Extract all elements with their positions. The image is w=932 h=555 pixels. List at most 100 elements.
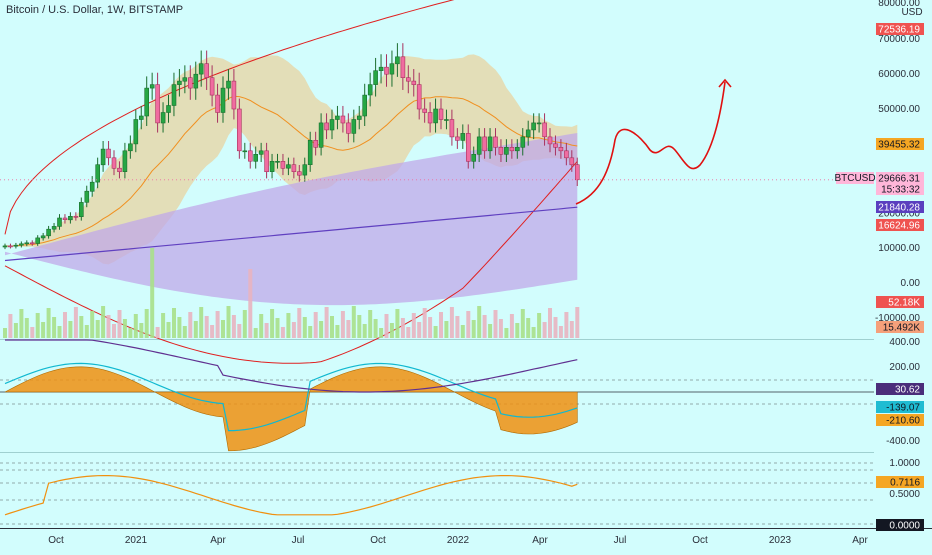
volume-bar	[373, 319, 378, 338]
candle	[373, 70, 378, 85]
price-tag	[876, 296, 924, 308]
candle	[476, 136, 482, 155]
volume-bar	[117, 310, 122, 338]
candle	[128, 143, 133, 152]
candle	[182, 77, 188, 82]
candle	[84, 190, 90, 203]
candle	[177, 80, 182, 85]
volume-bar	[101, 306, 106, 338]
volume-bar	[406, 327, 411, 338]
volume-bar	[395, 309, 400, 338]
candle	[471, 154, 477, 162]
candle	[302, 164, 308, 176]
volume-bar	[335, 325, 340, 338]
candle	[400, 56, 406, 78]
volume-bar	[182, 326, 187, 338]
volume-bar	[35, 313, 40, 338]
volume-bar	[177, 317, 182, 338]
volume-bar	[504, 328, 509, 338]
moving-average-line	[4, 95, 578, 247]
candle	[133, 119, 139, 145]
candle	[258, 150, 264, 155]
candle	[231, 80, 237, 110]
volume-bar	[210, 325, 215, 338]
volume-bar	[193, 321, 198, 338]
candle	[264, 150, 269, 173]
volume-bar	[8, 314, 13, 338]
volume-bar	[291, 322, 296, 338]
volume-bar	[324, 307, 329, 338]
candle	[389, 63, 395, 75]
candle	[204, 63, 209, 78]
volume-bar	[460, 325, 465, 338]
time-tick-label: Oct	[370, 535, 386, 546]
price-tag-label: 21840.28	[878, 203, 920, 214]
price-tag	[876, 172, 924, 184]
candle	[193, 73, 199, 89]
candle	[46, 228, 51, 237]
candle	[449, 119, 455, 138]
volume-bar	[537, 313, 542, 338]
candle	[79, 202, 84, 217]
volume-bar	[248, 269, 253, 338]
candle	[144, 87, 149, 117]
volume-bar	[226, 306, 231, 338]
cci-value-tag-label: -139.07	[886, 403, 920, 414]
volume-bar	[482, 315, 487, 338]
volume-bar	[357, 315, 362, 338]
candle	[111, 157, 117, 169]
volume-bar	[30, 327, 35, 338]
volume-bar	[264, 323, 269, 338]
candle	[280, 161, 286, 169]
price-axis-bg	[874, 0, 932, 528]
candle	[51, 226, 57, 230]
oscillator-pane[interactable]	[0, 462, 874, 525]
price-tick-label: -10000.00	[875, 313, 920, 324]
candle	[57, 217, 62, 227]
price-tag	[876, 23, 924, 35]
price-tag-label: 39455.32	[878, 140, 920, 151]
price-tag-label: 29666.31	[878, 174, 920, 185]
candle	[411, 80, 417, 85]
long-term-cloud-fill	[5, 133, 578, 306]
volume-bar	[280, 327, 285, 338]
candle	[329, 119, 335, 131]
candle	[188, 77, 193, 89]
candle	[100, 148, 106, 166]
price-tick-label: 20000.00	[878, 209, 920, 220]
candle	[553, 143, 558, 148]
price-axis[interactable]: 80000.0070000.0060000.0050000.0040000.00…	[834, 0, 932, 532]
volume-bar	[417, 322, 422, 338]
volume-bar	[340, 311, 345, 338]
volume-bar	[471, 320, 476, 338]
volume-bar	[520, 309, 525, 338]
candle	[547, 136, 553, 145]
candle	[340, 115, 346, 124]
time-axis[interactable]: Oct 2021 Apr Jul Oct 2022 Apr Jul Oct 2023 Apr	[48, 535, 868, 546]
candle	[574, 164, 580, 181]
price-pane[interactable]	[0, 0, 932, 529]
volume-bar	[221, 320, 225, 338]
oscillator-value-tag	[876, 519, 924, 531]
candle	[351, 119, 357, 134]
candle	[296, 171, 302, 176]
volume-bar	[477, 306, 482, 338]
volume-bar	[498, 319, 503, 338]
volume-bar	[19, 309, 24, 338]
price-tag	[876, 219, 924, 231]
volume-bar	[112, 324, 116, 338]
price-unit-label: USD	[901, 7, 922, 18]
time-tick-label: Apr	[210, 535, 226, 546]
volume-bar	[444, 321, 449, 338]
candle	[106, 148, 111, 159]
volume-bar	[433, 326, 438, 338]
cci-value-tag	[876, 383, 924, 395]
volume-bar	[379, 328, 384, 338]
cci-pane[interactable]	[0, 339, 874, 452]
volume-bar	[199, 307, 204, 338]
candle	[149, 84, 155, 89]
volume-bar	[466, 311, 471, 338]
candle	[514, 147, 520, 152]
price-tag	[876, 183, 924, 195]
